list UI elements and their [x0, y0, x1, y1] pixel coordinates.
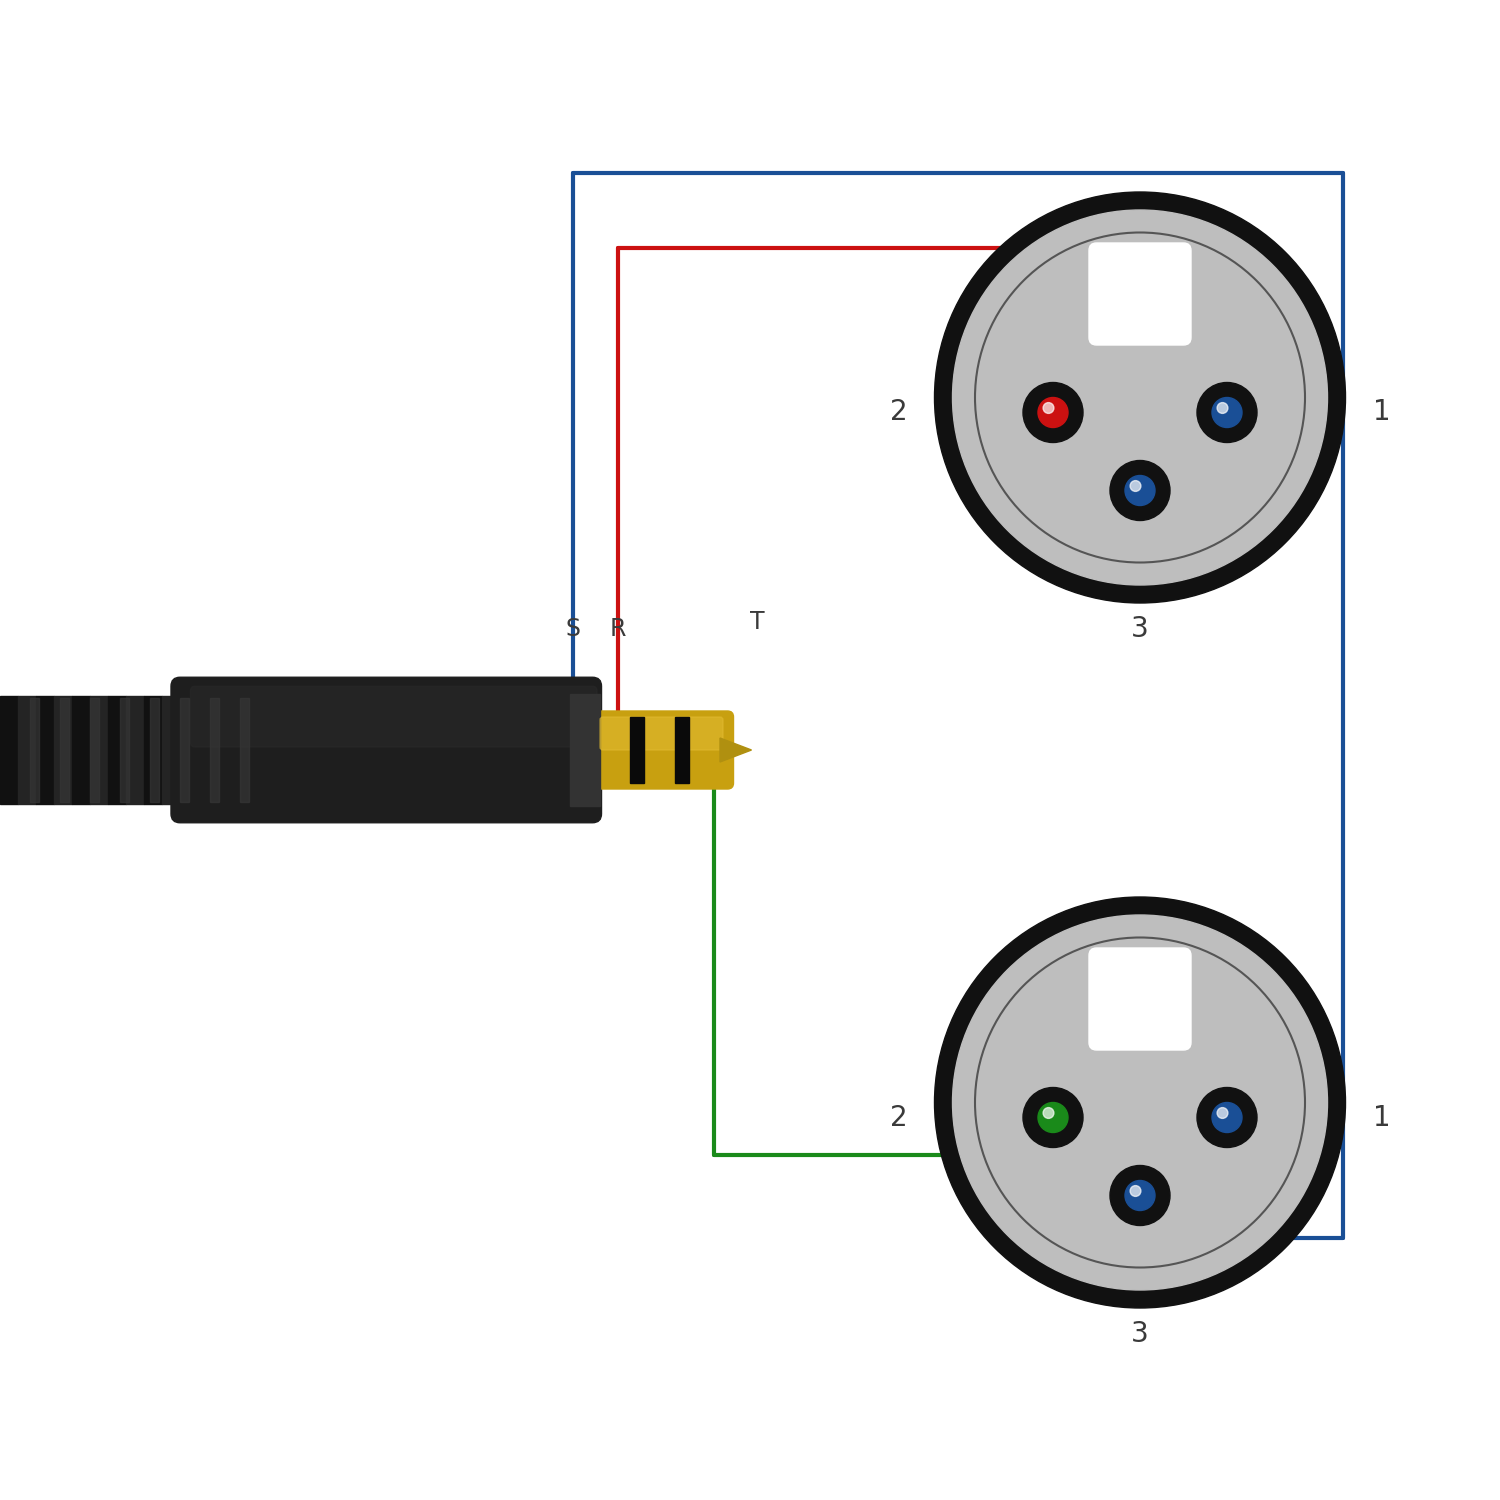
Bar	[126, 696, 144, 804]
Circle shape	[1216, 402, 1228, 414]
Bar	[108, 696, 126, 804]
FancyBboxPatch shape	[600, 717, 723, 750]
Bar	[90, 698, 99, 802]
Circle shape	[1197, 1088, 1257, 1148]
Bar	[630, 717, 644, 783]
Text: 1: 1	[1372, 1104, 1390, 1131]
Text: 1: 1	[1372, 399, 1390, 426]
Circle shape	[1125, 1180, 1155, 1210]
FancyBboxPatch shape	[171, 678, 602, 822]
Bar	[198, 696, 216, 804]
Bar	[162, 696, 180, 804]
Bar	[18, 696, 36, 804]
FancyBboxPatch shape	[190, 687, 597, 747]
Polygon shape	[720, 738, 752, 762]
Circle shape	[1038, 398, 1068, 427]
Bar	[144, 696, 162, 804]
Circle shape	[1110, 460, 1170, 520]
Bar	[180, 698, 189, 802]
Bar	[30, 698, 39, 802]
Bar	[675, 717, 688, 783]
Text: S: S	[566, 618, 580, 642]
Text: T: T	[750, 609, 765, 633]
Text: 2: 2	[890, 1104, 908, 1131]
Text: 3: 3	[1131, 1320, 1149, 1348]
Bar	[36, 696, 54, 804]
Circle shape	[1216, 1107, 1228, 1119]
Bar	[570, 693, 600, 807]
Circle shape	[1125, 476, 1155, 506]
Text: 3: 3	[1131, 615, 1149, 644]
Circle shape	[934, 897, 1346, 1308]
Circle shape	[1197, 382, 1257, 442]
Bar	[90, 696, 108, 804]
Circle shape	[1130, 480, 1142, 492]
Bar	[0, 696, 18, 804]
Circle shape	[934, 192, 1346, 603]
Circle shape	[1038, 1102, 1068, 1132]
Bar	[216, 696, 234, 804]
Bar	[240, 698, 249, 802]
Bar	[252, 696, 270, 804]
Circle shape	[1110, 1166, 1170, 1226]
Text: 2: 2	[890, 399, 908, 426]
Circle shape	[1212, 1102, 1242, 1132]
Circle shape	[1042, 1107, 1054, 1119]
Bar	[210, 698, 219, 802]
Circle shape	[952, 210, 1328, 585]
Bar	[234, 696, 252, 804]
Circle shape	[1023, 1088, 1083, 1148]
Bar	[72, 696, 90, 804]
Text: R: R	[609, 618, 627, 642]
Bar	[120, 698, 129, 802]
Circle shape	[1042, 402, 1054, 414]
FancyBboxPatch shape	[594, 711, 734, 789]
Circle shape	[1212, 398, 1242, 427]
Circle shape	[1023, 382, 1083, 442]
Bar	[60, 698, 69, 802]
Bar	[54, 696, 72, 804]
Circle shape	[1130, 1185, 1142, 1197]
FancyBboxPatch shape	[1089, 243, 1191, 345]
Bar	[150, 698, 159, 802]
Bar	[180, 696, 198, 804]
Circle shape	[952, 915, 1328, 1290]
FancyBboxPatch shape	[1089, 948, 1191, 1050]
